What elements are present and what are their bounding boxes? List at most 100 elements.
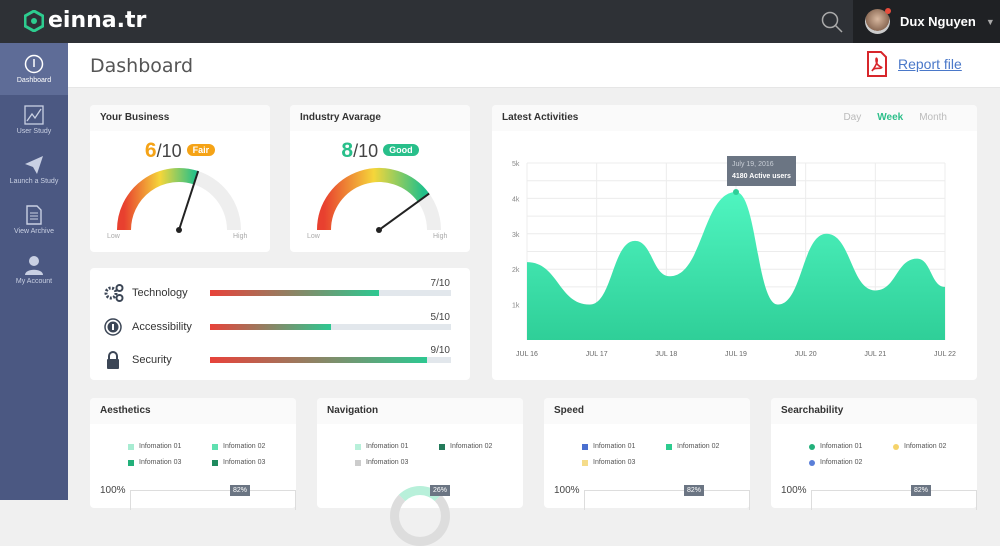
x-tick-label: JUL 19: [725, 351, 747, 358]
legend-swatch: [809, 444, 815, 450]
accessibility-icon: [104, 318, 124, 336]
card-title: Speed: [544, 398, 750, 424]
legend-item: Infomation 01: [582, 443, 635, 450]
sidebar-item-label: View Archive: [14, 228, 54, 235]
legend-swatch: [212, 444, 218, 450]
sidebar: Dashboard User Study Launch a Study View…: [0, 43, 68, 500]
chart-plot-area: [584, 490, 750, 510]
legend-item: Infomation 02: [666, 443, 719, 450]
user-icon: [24, 255, 44, 275]
x-tick-label: JUL 20: [795, 351, 817, 358]
gauge-chart: [90, 105, 270, 252]
progress-bar: [210, 324, 451, 330]
gauge-fill: [324, 175, 423, 230]
legend-swatch: [128, 444, 134, 450]
progress-fill: [210, 290, 379, 296]
user-menu[interactable]: Dux Nguyen ▼: [853, 0, 1000, 43]
y-tick-label: 4k: [512, 196, 520, 203]
logo[interactable]: einna.tr: [24, 8, 146, 33]
pdf-icon: [866, 51, 888, 77]
dashboard-icon: [24, 54, 44, 74]
avatar: [865, 9, 890, 34]
area-series: [527, 192, 945, 340]
sidebar-item-label: Launch a Study: [10, 178, 59, 185]
gauge-high-label: High: [433, 233, 447, 240]
legend-swatch: [128, 460, 134, 466]
gauge-card-your-business: Your Business 6/10 Fair Low High: [90, 105, 270, 252]
search-icon[interactable]: [820, 10, 844, 39]
chart-plot-area: [130, 490, 296, 510]
gauge-needle-hub: [176, 227, 182, 233]
legend-item: Infomation 01: [128, 443, 181, 450]
legend-swatch: [355, 460, 361, 466]
x-tick-label: JUL 22: [934, 351, 956, 358]
legend-swatch: [666, 444, 672, 450]
card-title: Aesthetics: [90, 398, 296, 424]
report-file-label[interactable]: Report file: [898, 56, 962, 72]
report-file-link[interactable]: Report file: [866, 51, 962, 77]
card-title: Navigation: [317, 398, 523, 424]
metric-value: 7/10: [431, 278, 450, 289]
gauge-high-label: High: [233, 233, 247, 240]
tooltip-value: 4180 Active users: [732, 171, 791, 183]
x-tick-label: JUL 21: [864, 351, 886, 358]
sidebar-item-view-archive[interactable]: View Archive: [0, 195, 68, 245]
legend-item: Infomation 03: [128, 459, 181, 466]
legend-item: Infomation 02: [893, 443, 946, 450]
x-tick-label: JUL 18: [655, 351, 677, 358]
legend-item: Infomation 02: [809, 459, 862, 466]
x-tick-label: JUL 17: [586, 351, 608, 358]
y-tick-label: 2k: [512, 267, 520, 274]
axis-label: 100%: [781, 485, 807, 496]
legend-item: Infomation 03: [355, 459, 408, 466]
sidebar-item-my-account[interactable]: My Account: [0, 245, 68, 295]
top-bar: einna.tr Dux Nguyen ▼: [0, 0, 1000, 43]
chart-tooltip: July 19, 2016 4180 Active users: [727, 156, 796, 186]
legend-swatch: [582, 444, 588, 450]
progress-bar: [210, 290, 451, 296]
metric-value: 5/10: [431, 312, 450, 323]
legend-item: Infomation 01: [355, 443, 408, 450]
legend-item: Infomation 02: [212, 443, 265, 450]
hexagon-logo-icon: [24, 10, 44, 32]
metric-security: Security: [104, 351, 172, 369]
card-title: Searchability: [771, 398, 977, 424]
value-tag: 82%: [684, 485, 704, 496]
sidebar-item-dashboard[interactable]: Dashboard: [0, 43, 68, 95]
chart-icon: [24, 105, 44, 125]
y-tick-label: 3k: [512, 232, 520, 239]
metric-label: Technology: [132, 287, 188, 299]
gears-icon: [104, 284, 124, 302]
highlight-point: [733, 189, 739, 195]
progress-fill: [210, 357, 427, 363]
lock-icon: [104, 351, 124, 369]
logo-text: einna.tr: [48, 8, 146, 33]
gauge-low-label: Low: [107, 233, 120, 240]
metric-value: 9/10: [431, 345, 450, 356]
metric-label: Accessibility: [132, 321, 192, 333]
y-tick-label: 1k: [512, 303, 520, 310]
card-aesthetics: Aesthetics Infomation 01 Infomation 02 Info…: [90, 398, 296, 508]
sidebar-item-launch-study[interactable]: Launch a Study: [0, 145, 68, 195]
progress-fill: [210, 324, 331, 330]
value-tag: 26%: [430, 485, 450, 496]
gauge-chart: [290, 105, 470, 252]
sidebar-item-label: My Account: [16, 278, 52, 285]
gauge-fill: [124, 175, 196, 230]
gauge-card-industry-average: Industry Avarage 8/10 Good Low High: [290, 105, 470, 252]
legend-swatch: [809, 460, 815, 466]
legend-swatch: [212, 460, 218, 466]
sidebar-item-label: Dashboard: [17, 77, 51, 84]
x-tick-label: JUL 16: [516, 351, 538, 358]
activity-area-chart: JUL 16 JUL 17 JUL 18 JUL 19 JUL 20 JUL 21 JUL …: [492, 105, 977, 380]
metrics-card: Technology 7/10 Accessibility 5/10 Secur…: [90, 268, 470, 380]
paper-plane-icon: [24, 155, 44, 175]
legend-swatch: [582, 460, 588, 466]
sidebar-item-user-study[interactable]: User Study: [0, 95, 68, 145]
legend-swatch: [439, 444, 445, 450]
page-title: Dashboard: [90, 55, 193, 77]
legend-swatch: [893, 444, 899, 450]
